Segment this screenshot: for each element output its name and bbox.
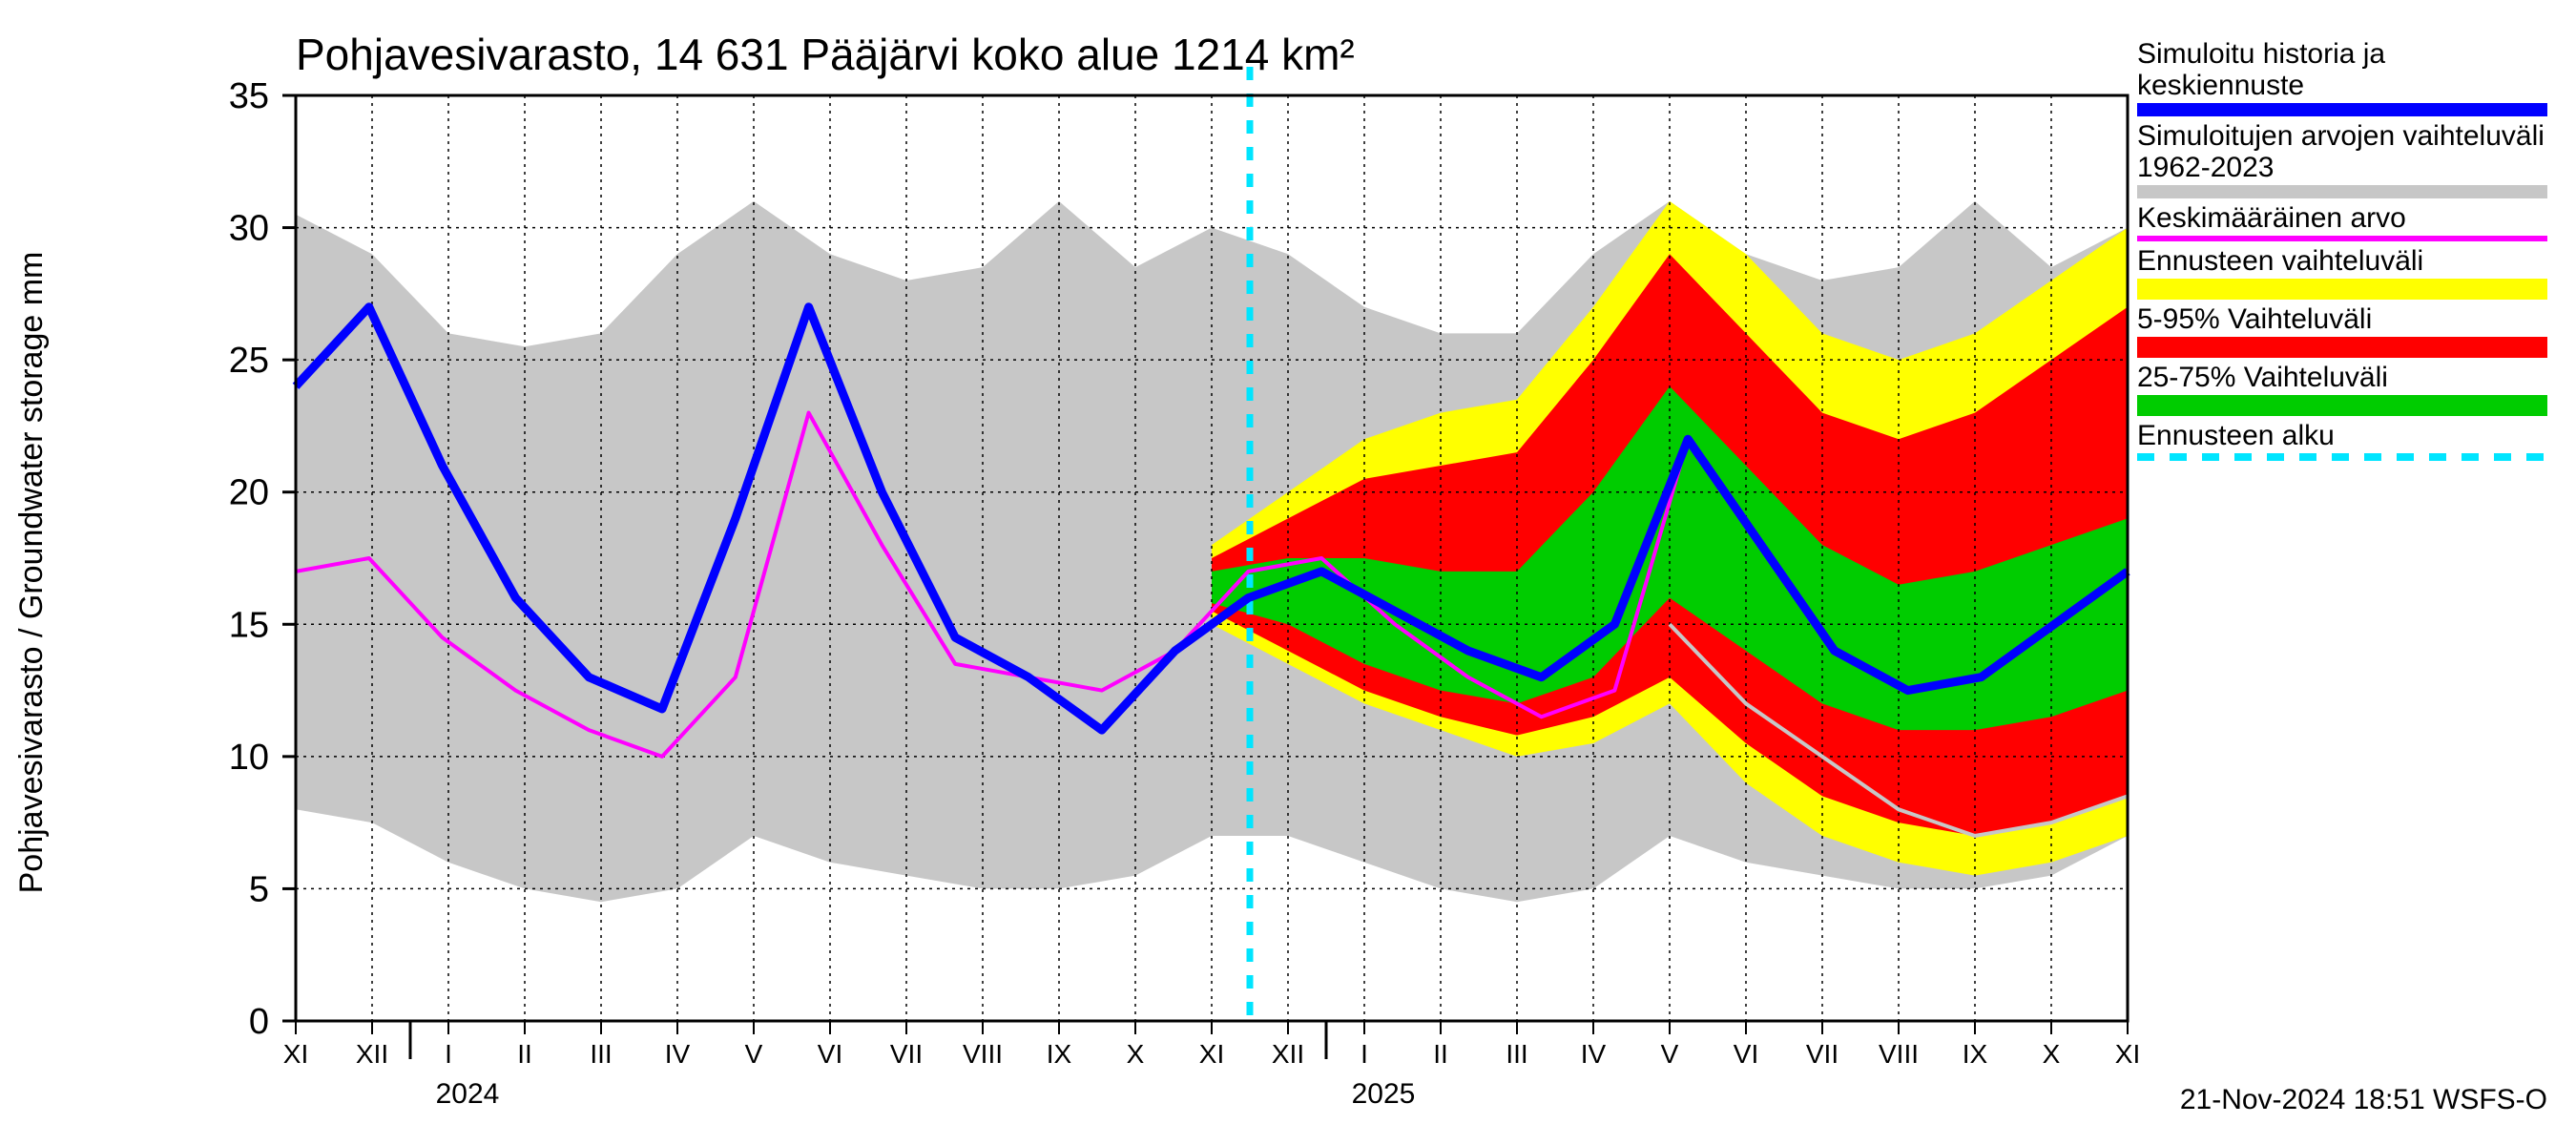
y-tick-label: 10 bbox=[229, 738, 269, 778]
legend-item: 25-75% Vaihteluväli bbox=[2137, 362, 2547, 416]
x-tick-label: VI bbox=[1734, 1039, 1758, 1069]
y-tick-label: 0 bbox=[249, 1002, 269, 1042]
timestamp-footer: 21-Nov-2024 18:51 WSFS-O bbox=[2180, 1084, 2547, 1116]
y-tick-label: 35 bbox=[229, 76, 269, 116]
y-tick-label: 15 bbox=[229, 605, 269, 645]
year-label: 2025 bbox=[1352, 1078, 1416, 1110]
legend-item: Keskimääräinen arvo bbox=[2137, 202, 2547, 241]
legend-item: 5-95% Vaihteluväli bbox=[2137, 303, 2547, 358]
y-tick-label: 25 bbox=[229, 341, 269, 381]
legend-label: 25-75% Vaihteluväli bbox=[2137, 362, 2547, 393]
x-tick-label: XI bbox=[283, 1039, 308, 1069]
legend-label: Ennusteen alku bbox=[2137, 420, 2547, 451]
legend-swatch bbox=[2137, 103, 2547, 116]
legend-swatch bbox=[2137, 453, 2547, 461]
x-tick-label: I bbox=[1361, 1039, 1368, 1069]
legend-swatch bbox=[2137, 395, 2547, 416]
y-tick-label: 30 bbox=[229, 209, 269, 249]
legend-item: Simuloitu historia ja keskiennuste bbox=[2137, 38, 2547, 116]
x-tick-label: III bbox=[590, 1039, 612, 1069]
x-tick-label: XI bbox=[2115, 1039, 2140, 1069]
x-tick-label: IV bbox=[665, 1039, 691, 1069]
y-tick-label: 20 bbox=[229, 473, 269, 513]
x-tick-label: II bbox=[1433, 1039, 1448, 1069]
chart-container: Pohjavesivarasto / Groundwater storage m… bbox=[0, 0, 2576, 1145]
x-tick-label: V bbox=[745, 1039, 763, 1069]
x-tick-label: VIII bbox=[963, 1039, 1003, 1069]
legend-label: 5-95% Vaihteluväli bbox=[2137, 303, 2547, 335]
x-tick-label: VII bbox=[890, 1039, 923, 1069]
chart-title: Pohjavesivarasto, 14 631 Pääjärvi koko a… bbox=[296, 29, 1355, 80]
x-tick-label: X bbox=[1127, 1039, 1145, 1069]
year-label: 2024 bbox=[436, 1078, 500, 1110]
x-tick-label: X bbox=[2043, 1039, 2061, 1069]
legend: Simuloitu historia ja keskiennuste Simulo… bbox=[2137, 38, 2547, 465]
y-tick-label: 5 bbox=[249, 869, 269, 909]
x-tick-label: VIII bbox=[1879, 1039, 1919, 1069]
legend-label: Keskimääräinen arvo bbox=[2137, 202, 2547, 234]
x-tick-label: IX bbox=[1963, 1039, 1988, 1069]
x-tick-label: II bbox=[517, 1039, 532, 1069]
legend-item: Simuloitujen arvojen vaihteluväli 1962-2… bbox=[2137, 120, 2547, 198]
x-tick-label: V bbox=[1661, 1039, 1679, 1069]
x-tick-label: VI bbox=[818, 1039, 842, 1069]
x-tick-label: IX bbox=[1047, 1039, 1072, 1069]
x-tick-label: XII bbox=[1272, 1039, 1304, 1069]
x-tick-label: VII bbox=[1806, 1039, 1839, 1069]
x-tick-label: IV bbox=[1581, 1039, 1607, 1069]
legend-item: Ennusteen vaihteluväli bbox=[2137, 245, 2547, 300]
legend-label: Simuloitujen arvojen vaihteluväli 1962-2… bbox=[2137, 120, 2547, 183]
legend-swatch bbox=[2137, 185, 2547, 198]
legend-swatch bbox=[2137, 236, 2547, 241]
x-tick-label: XI bbox=[1199, 1039, 1224, 1069]
legend-swatch bbox=[2137, 337, 2547, 358]
legend-label: Ennusteen vaihteluväli bbox=[2137, 245, 2547, 277]
y-axis-label: Pohjavesivarasto / Groundwater storage m… bbox=[13, 252, 51, 894]
legend-item: Ennusteen alku bbox=[2137, 420, 2547, 461]
legend-label: Simuloitu historia ja keskiennuste bbox=[2137, 38, 2547, 101]
x-tick-label: XII bbox=[356, 1039, 388, 1069]
x-tick-label: I bbox=[445, 1039, 452, 1069]
legend-swatch bbox=[2137, 279, 2547, 300]
x-tick-label: III bbox=[1506, 1039, 1527, 1069]
